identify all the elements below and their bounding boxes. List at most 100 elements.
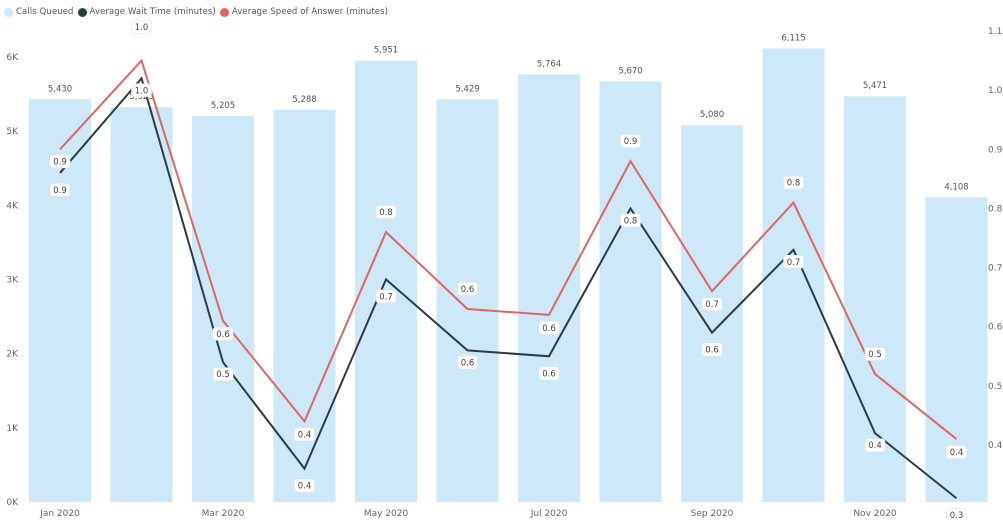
speed-answer-data-label: 1.0 <box>135 23 149 33</box>
speed-answer-data-label: 0.9 <box>624 137 638 147</box>
y-axis-tick-label: 0K <box>6 498 19 508</box>
x-axis-tick-label: Jul 2020 <box>530 509 568 519</box>
y2-axis-tick-label: 1.0 <box>988 86 1003 96</box>
y2-axis-tick-label: 0.5 <box>988 382 1002 392</box>
legend: Calls Queued Average Wait Time (minutes)… <box>4 7 392 17</box>
speed-answer-data-label-box <box>49 154 71 169</box>
wait-time-data-label-box <box>131 83 152 98</box>
bar <box>599 81 662 502</box>
wait-time-data-label-box <box>783 255 804 269</box>
speed-answer-data-label: 0.6 <box>216 330 230 340</box>
wait-time-data-label: 0.6 <box>705 346 719 356</box>
speed-answer-data-label-box <box>946 445 967 459</box>
speed-answer-data-label: 0.9 <box>53 157 67 167</box>
legend-item-calls-queued[interactable]: Calls Queued <box>4 7 74 17</box>
legend-label-calls-queued: Calls Queued <box>16 7 74 17</box>
legend-item-avg-wait-time[interactable]: Average Wait Time (minutes) <box>77 7 216 17</box>
legend-swatch-calls-queued <box>4 7 13 17</box>
bar-data-label: 5,951 <box>374 46 398 56</box>
speed-answer-data-label-box <box>294 427 315 442</box>
wait-time-data-label: 0.9 <box>53 186 67 196</box>
bar-data-label: 5,670 <box>618 66 642 76</box>
series-line-avg-wait-time <box>59 76 958 500</box>
wait-time-data-label: 0.5 <box>216 370 230 380</box>
y-axis-tick-label: 1K <box>6 424 19 434</box>
wait-time-data-label-box <box>946 508 967 520</box>
bar <box>436 99 499 502</box>
speed-answer-data-label-box <box>783 175 804 190</box>
wait-time-data-label-box <box>864 438 886 452</box>
bar-data-label: 5,430 <box>48 84 72 94</box>
x-axis-tick-label: Nov 2020 <box>853 509 897 519</box>
speed-answer-data-label: 0.6 <box>461 285 475 295</box>
legend-label-avg-speed-answer: Average Speed of Answer (minutes) <box>231 7 389 17</box>
series-line-avg-speed-answer <box>59 58 958 440</box>
bar-data-label: 5,764 <box>537 60 561 70</box>
speed-answer-data-label: 0.4 <box>950 448 964 458</box>
legend-swatch-avg-wait-time <box>77 7 87 17</box>
legend-label-avg-wait-time: Average Wait Time (minutes) <box>89 7 216 17</box>
wait-time-data-label-box <box>294 478 315 493</box>
speed-answer-data-label-box <box>131 20 152 34</box>
bar-data-label: 5,323 <box>129 92 153 102</box>
speed-answer-data-label: 0.6 <box>542 324 556 334</box>
wait-time-data-label: 0.4 <box>298 482 312 492</box>
wait-time-data-label-box <box>212 367 234 382</box>
y-axis-tick-label: 5K <box>6 127 19 137</box>
y2-axis-tick-label: 0.6 <box>988 323 1003 333</box>
speed-answer-data-label: 0.8 <box>379 208 393 218</box>
wait-time-data-label: 0.6 <box>542 369 556 379</box>
y-axis-tick-label: 3K <box>6 276 19 286</box>
bar <box>518 74 580 503</box>
y2-axis-tick-label: 1.1 <box>988 27 1002 37</box>
bar <box>681 125 743 502</box>
legend-swatch-avg-speed-answer <box>219 7 229 17</box>
bar-data-label: 5,288 <box>292 95 316 105</box>
y2-axis-tick-label: 0.7 <box>988 264 1002 274</box>
speed-answer-data-label-box <box>538 321 560 335</box>
speed-answer-data-label: 0.7 <box>705 300 719 310</box>
y2-axis-tick-label: 0.9 <box>988 145 1003 155</box>
wait-time-data-label-box <box>49 183 71 197</box>
wait-time-data-label-box <box>457 355 478 370</box>
wait-time-data-label: 0.3 <box>950 511 964 520</box>
wait-time-data-label: 1.0 <box>135 86 149 96</box>
bar-data-label: 6,115 <box>781 33 805 43</box>
speed-answer-data-label-box <box>701 297 723 312</box>
wait-time-data-label-box <box>620 213 641 228</box>
speed-answer-data-label: 0.5 <box>868 350 882 360</box>
speed-answer-data-label-box <box>864 347 886 361</box>
x-axis-tick-label: Mar 2020 <box>202 509 245 519</box>
bar-data-label: 5,429 <box>455 84 479 94</box>
x-axis-tick-label: Sep 2020 <box>691 509 734 519</box>
speed-answer-data-label: 0.8 <box>787 179 801 189</box>
wait-time-data-label-box <box>701 342 723 357</box>
wait-time-data-label: 0.6 <box>461 358 475 368</box>
x-axis-tick-label: May 2020 <box>364 509 409 519</box>
speed-answer-data-label: 0.4 <box>298 430 312 440</box>
speed-answer-data-label-box <box>375 205 397 219</box>
speed-answer-data-label-box <box>457 282 478 296</box>
bar-data-label: 4,108 <box>944 182 968 192</box>
wait-time-data-label: 0.4 <box>868 441 882 451</box>
bar-data-label: 5,205 <box>211 101 235 111</box>
wait-time-data-label: 0.7 <box>787 258 801 268</box>
wait-time-data-label-box <box>538 366 560 381</box>
wait-time-data-label: 0.7 <box>379 292 393 302</box>
bar-data-label: 5,471 <box>863 81 887 91</box>
wait-time-data-label-box <box>375 289 397 304</box>
legend-item-avg-speed-answer[interactable]: Average Speed of Answer (minutes) <box>219 7 389 17</box>
y2-axis-tick-label: 0.8 <box>988 204 1003 214</box>
x-axis-tick-label: Jan 2020 <box>39 509 80 519</box>
speed-answer-data-label-box <box>212 326 234 341</box>
bar <box>192 115 254 503</box>
bar-data-label: 5,080 <box>700 110 724 120</box>
y-axis-tick-label: 2K <box>6 350 19 360</box>
wait-time-data-label: 0.8 <box>624 216 638 226</box>
speed-answer-data-label-box <box>620 134 641 148</box>
y-axis-tick-label: 6K <box>6 53 19 63</box>
bar <box>762 48 825 503</box>
bar <box>110 107 173 503</box>
